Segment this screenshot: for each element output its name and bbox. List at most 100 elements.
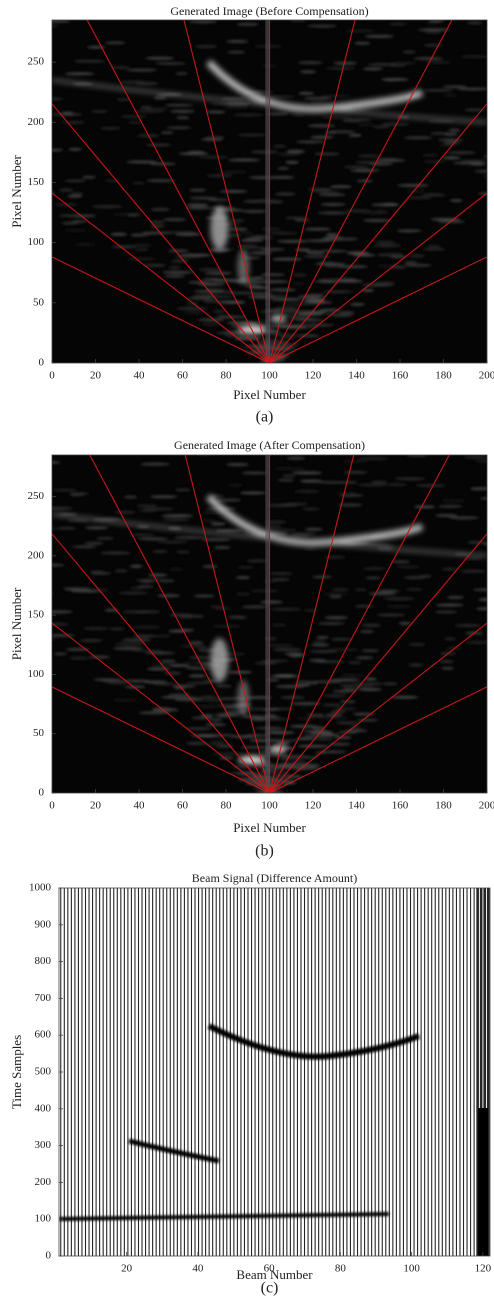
- speckle-dot: [274, 307, 298, 311]
- speckle-dot: [267, 333, 299, 337]
- speckle-dot: [188, 674, 207, 678]
- speckle-dot: [346, 408, 372, 411]
- y-tick-label: 900: [35, 918, 52, 930]
- speckle-dot: [474, 459, 487, 463]
- x-tick-label: 120: [475, 1263, 492, 1275]
- speckle-dot: [187, 296, 213, 300]
- speckle-dot: [398, 621, 411, 625]
- speckle-dot: [324, 313, 355, 317]
- speckle-dot: [89, 655, 111, 659]
- x-tick-label: 160: [392, 370, 409, 382]
- speckle-dot: [457, 87, 487, 91]
- speckle-dot: [135, 610, 161, 614]
- speckle-dot: [250, 589, 280, 593]
- speckle-dot: [305, 293, 325, 297]
- speckle-dot: [260, 227, 281, 231]
- x-tick-label: 200: [479, 800, 494, 812]
- speckle-dot: [126, 68, 157, 72]
- speckle-dot: [464, 640, 487, 644]
- speckle-dot: [443, 93, 458, 97]
- speckle-dot: [467, 540, 485, 544]
- speckle-dot: [268, 231, 298, 235]
- speckle-dot: [342, 459, 368, 463]
- speckle-dot: [434, 417, 458, 420]
- speckle-dot: [110, 232, 128, 236]
- y-tick-label: 600: [35, 1029, 52, 1041]
- speckle-dot: [375, 240, 396, 244]
- speckle-dot: [320, 249, 348, 253]
- speckle-dot: [0, 89, 26, 92]
- fan-line: [183, 20, 271, 363]
- speckle-dot: [376, 613, 406, 617]
- speckle-dot: [174, 232, 201, 236]
- speckle-dot: [362, 283, 394, 287]
- speckle-dot: [403, 263, 432, 267]
- speckle-dot: [131, 649, 163, 653]
- chart-title: Generated Image (After Compensation): [174, 438, 365, 452]
- speckle-dot: [58, 188, 74, 192]
- fan-line: [52, 532, 270, 793]
- speckle-dot: [120, 115, 148, 119]
- speckle-dot: [64, 228, 87, 232]
- x-tick-label: 0: [49, 370, 55, 382]
- speckle-dot: [145, 143, 172, 147]
- x-tick-label: 140: [348, 370, 365, 382]
- speckle-dot: [111, 245, 137, 249]
- speckle-dot: [228, 483, 244, 487]
- speckle-dot: [168, 249, 189, 253]
- speckle-dot: [290, 113, 306, 117]
- speckle-dot: [212, 309, 226, 313]
- speckle-dot: [476, 607, 487, 611]
- speckle-dot: [61, 221, 79, 225]
- speckle-dot: [327, 130, 356, 134]
- speckle-dot: [221, 705, 243, 709]
- speckle-dot: [389, 255, 407, 259]
- speckle-dot: [233, 417, 245, 420]
- speckle-dot: [134, 248, 149, 252]
- speckle-dot: [460, 159, 487, 163]
- speckle-dot: [210, 522, 226, 526]
- speckle-dot: [265, 112, 288, 116]
- speckle-dot: [356, 179, 374, 183]
- speckle-dot: [269, 95, 296, 99]
- speckle-dot: [312, 190, 340, 194]
- speckle-dot: [297, 61, 323, 65]
- speckle-dot: [52, 460, 61, 464]
- speckle-dot: [290, 535, 310, 539]
- speckle-dot: [280, 762, 311, 766]
- speckle-dot: [373, 244, 402, 248]
- blob-feature: [237, 680, 250, 717]
- speckle-dot: [318, 480, 344, 484]
- speckle-dot: [292, 282, 306, 286]
- speckle-dot: [304, 527, 323, 531]
- speckle-dot: [269, 288, 297, 292]
- speckle-dot: [290, 766, 321, 770]
- speckle-dot: [307, 187, 322, 191]
- speckle-dot: [428, 20, 445, 22]
- speckle-dot: [290, 20, 307, 22]
- speckle-dot: [216, 498, 242, 502]
- speckle-dot: [74, 243, 96, 247]
- speckle-dot: [277, 239, 309, 243]
- speckle-dot: [114, 642, 146, 646]
- speckle-dot: [329, 742, 351, 746]
- speckle-dot: [132, 181, 145, 185]
- speckle-dot: [406, 189, 426, 193]
- speckle-dot: [145, 651, 176, 655]
- speckle-dot: [99, 126, 122, 130]
- x-tick-label: 80: [335, 1263, 347, 1275]
- speckle-dot: [275, 325, 296, 329]
- fan-line: [268, 20, 356, 363]
- speckle-dot: [413, 441, 434, 444]
- y-tick-label: 400: [35, 1102, 52, 1114]
- speckle-dot: [285, 150, 306, 154]
- speckle-dot: [438, 143, 454, 147]
- speckle-dot: [270, 297, 303, 301]
- x-tick-label: 140: [348, 800, 365, 812]
- speckle-dot: [293, 489, 321, 493]
- speckle-dot: [322, 592, 349, 596]
- x-tick-label: 20: [90, 800, 102, 812]
- edge-band: [478, 1108, 488, 1256]
- speckle-dot: [19, 31, 45, 34]
- speckle-dot: [104, 179, 121, 183]
